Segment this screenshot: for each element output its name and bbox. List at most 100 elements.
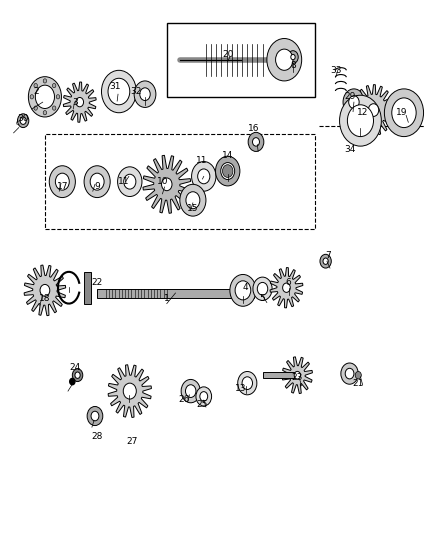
Text: 6: 6 [286,278,292,287]
Circle shape [230,274,256,306]
Polygon shape [270,268,303,308]
Circle shape [198,169,210,184]
Polygon shape [24,265,66,316]
Text: 10: 10 [157,177,168,186]
Text: C: C [16,121,20,126]
Text: 1: 1 [164,294,170,303]
Text: 22: 22 [92,278,103,287]
Circle shape [30,95,34,99]
Polygon shape [254,289,267,295]
Text: 31: 31 [109,82,120,91]
Text: 26: 26 [179,394,190,403]
Circle shape [124,174,136,189]
Circle shape [72,369,83,382]
Circle shape [291,54,295,60]
Text: 2: 2 [33,87,39,96]
Circle shape [108,78,130,105]
Text: 30: 30 [18,114,29,123]
Circle shape [253,138,259,146]
Text: 4: 4 [242,283,248,292]
Circle shape [76,98,84,107]
Circle shape [345,368,354,379]
Text: 25: 25 [196,400,207,409]
Polygon shape [64,82,96,122]
Circle shape [221,163,235,180]
Text: 29: 29 [344,92,355,101]
Circle shape [55,173,69,190]
Circle shape [53,84,56,88]
Circle shape [185,385,196,398]
Circle shape [18,114,29,127]
Circle shape [294,372,300,379]
Circle shape [368,104,379,116]
Text: 9: 9 [94,182,100,191]
Circle shape [276,49,293,70]
Circle shape [323,258,328,264]
Circle shape [349,96,359,109]
Circle shape [140,88,150,101]
Text: 17: 17 [57,182,68,191]
Circle shape [102,70,136,113]
Circle shape [49,166,75,198]
Polygon shape [108,365,152,417]
Polygon shape [282,357,312,393]
Circle shape [90,173,104,190]
Text: 18: 18 [39,294,51,303]
Circle shape [283,283,290,293]
Text: 12: 12 [357,108,368,117]
Text: 23: 23 [292,373,303,382]
Text: 8: 8 [290,61,296,69]
Bar [97,289,254,298]
Circle shape [70,378,75,385]
Circle shape [215,156,240,186]
Text: 11: 11 [196,156,207,165]
Text: 13: 13 [235,384,247,393]
Text: 24: 24 [70,363,81,372]
Circle shape [75,372,80,378]
Text: 20: 20 [222,50,233,59]
Circle shape [35,85,54,109]
Circle shape [223,165,233,177]
Circle shape [347,105,374,136]
Circle shape [162,178,172,191]
Circle shape [238,372,257,395]
Text: 7: 7 [325,252,331,261]
Text: 34: 34 [344,146,355,155]
Text: 15: 15 [187,204,199,213]
Circle shape [200,392,208,401]
Circle shape [181,379,200,403]
Polygon shape [143,155,191,213]
Circle shape [34,84,37,88]
Text: 3: 3 [73,98,78,107]
Circle shape [28,77,61,117]
FancyBboxPatch shape [167,22,315,97]
Circle shape [56,95,60,99]
Text: 32: 32 [131,87,142,96]
Circle shape [385,89,424,136]
Circle shape [34,106,37,110]
Text: 28: 28 [92,432,103,441]
Circle shape [253,277,272,301]
Circle shape [134,81,156,108]
Circle shape [343,89,365,115]
Circle shape [117,167,142,197]
Text: 14: 14 [222,151,233,160]
Circle shape [124,385,135,398]
Circle shape [355,372,361,379]
Circle shape [248,132,264,151]
Circle shape [339,95,381,146]
Circle shape [267,38,302,81]
Circle shape [186,192,200,209]
Polygon shape [353,85,394,135]
Circle shape [320,254,331,268]
Text: 33: 33 [331,66,342,75]
Circle shape [196,387,212,406]
Circle shape [87,407,103,425]
Circle shape [40,285,50,296]
Text: 19: 19 [396,108,407,117]
Text: 27: 27 [126,437,138,446]
Circle shape [180,184,206,216]
Circle shape [91,411,99,421]
Circle shape [191,161,216,191]
Circle shape [20,117,26,124]
